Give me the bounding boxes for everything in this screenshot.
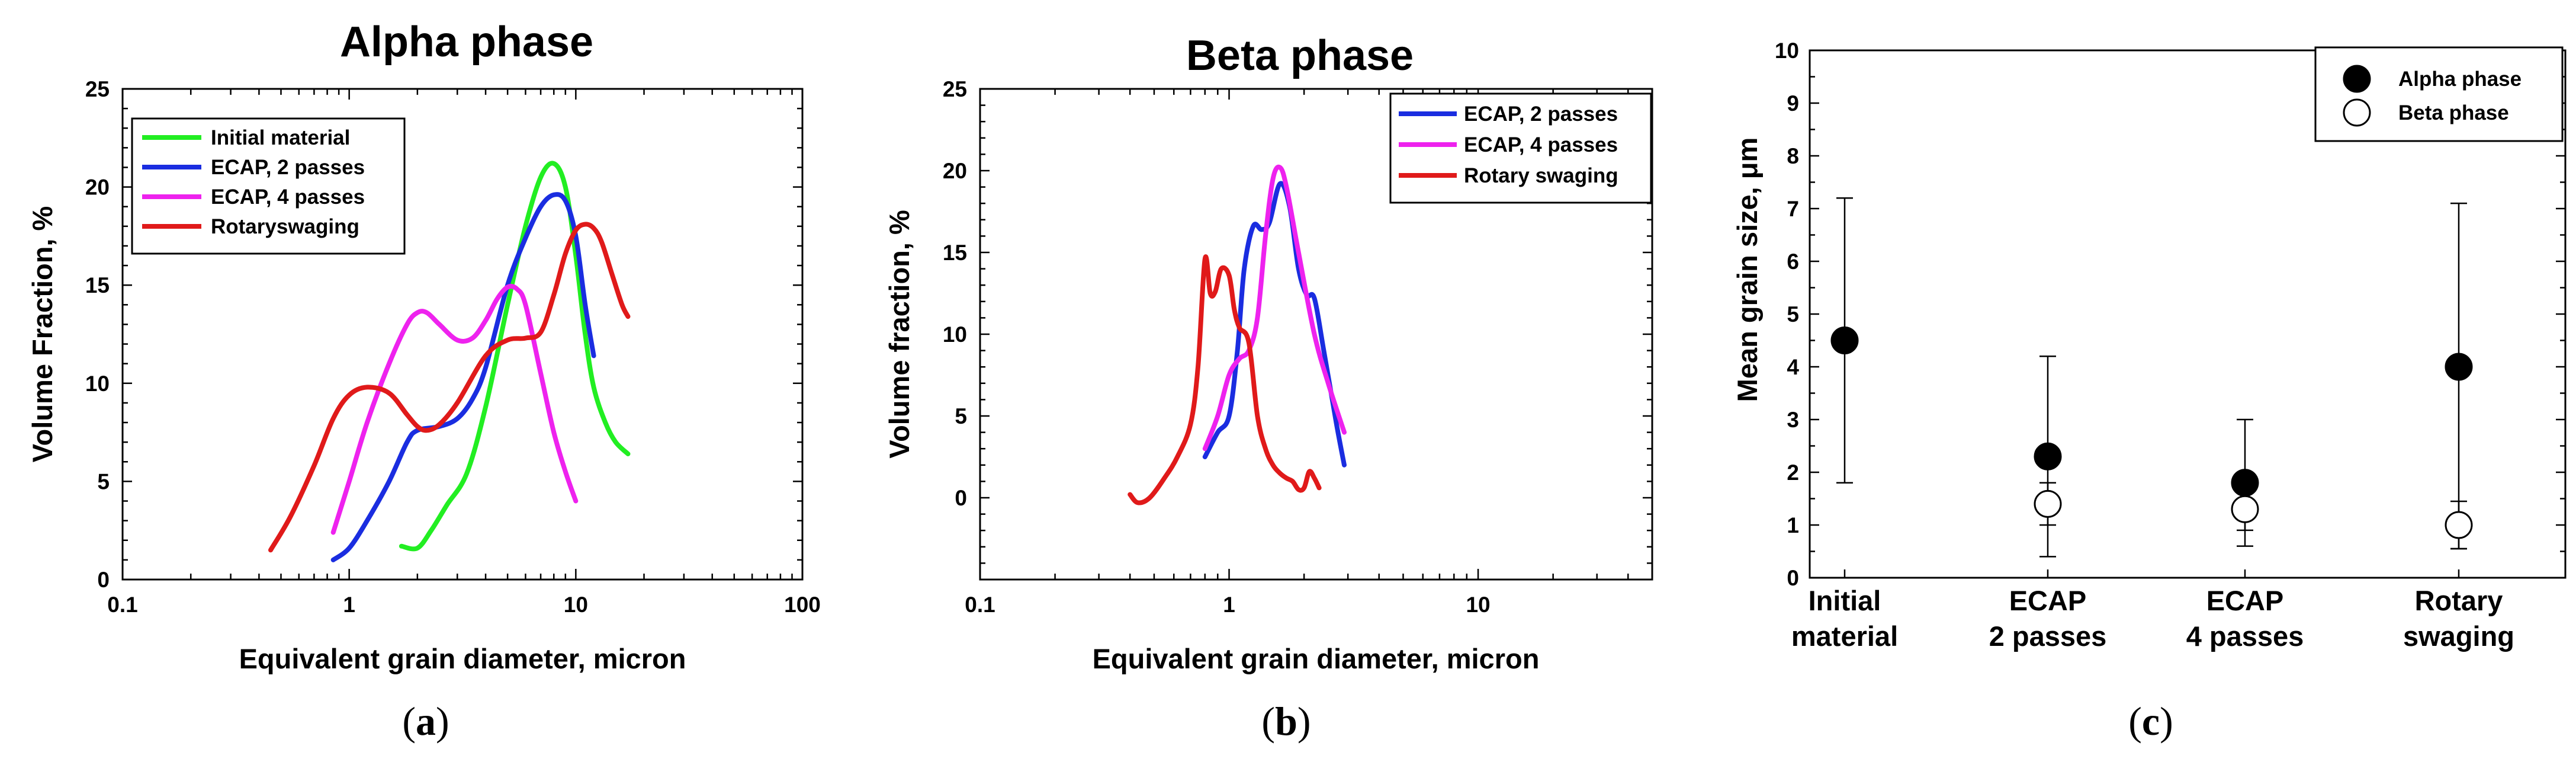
y-tick-label: 1 xyxy=(1787,513,1799,537)
legend-label-ecap-4: ECAP, 4 passes xyxy=(211,185,365,209)
y-tick-label: 9 xyxy=(1787,91,1799,116)
category-label-line1: Rotary xyxy=(2415,585,2503,616)
axis-ticks: 0.1 1 10 0 5 10 15 20 25 xyxy=(943,77,1653,617)
x-tick-label: 1 xyxy=(343,593,355,617)
y-axis-label: Volume fraction, % xyxy=(884,210,915,459)
alpha-phase-marker xyxy=(2445,353,2473,381)
caption-label: b xyxy=(1275,699,1297,744)
legend-marker-alpha xyxy=(2343,65,2371,93)
x-tick-label: 10 xyxy=(564,593,588,617)
alpha-phase-marker xyxy=(2034,442,2062,470)
y-tick-label: 0 xyxy=(1787,566,1799,590)
caption-label: a xyxy=(416,699,436,744)
legend-label-ecap-4: ECAP, 4 passes xyxy=(1464,133,1618,156)
series-line-ecap-2-passes xyxy=(1202,181,1347,468)
chart-title: Beta phase xyxy=(1186,32,1414,79)
caption-a: (a) xyxy=(402,699,449,744)
y-tick-label: 10 xyxy=(943,322,967,347)
y-axis-label: Mean grain size, μm xyxy=(1732,137,1763,402)
y-tick-label: 0 xyxy=(955,486,967,510)
legend-label-ecap-2: ECAP, 2 passes xyxy=(211,156,365,179)
data-markers xyxy=(1830,197,2473,558)
caption-b: (b) xyxy=(1261,699,1311,744)
svg-text:(c): (c) xyxy=(2128,699,2173,744)
y-axis-label: Volume Fraction, % xyxy=(27,206,58,463)
series-lines xyxy=(1128,164,1347,505)
series-line-ecap-4-passes xyxy=(1202,164,1347,452)
panel-b-beta-phase: Beta phase 0.1 1 10 0 5 10 15 20 25 Equivalent g… xyxy=(884,32,1653,674)
y-tick-label: 7 xyxy=(1787,197,1799,221)
legend-label-ecap-2: ECAP, 2 passes xyxy=(1464,103,1618,126)
category-label-line1: Initial xyxy=(1809,585,1881,616)
y-tick-label: 15 xyxy=(85,273,110,297)
y-tick-label: 5 xyxy=(1787,302,1799,327)
y-tick-label: 4 xyxy=(1787,355,1799,379)
legend-box xyxy=(2314,46,2564,142)
beta-phase-marker xyxy=(2231,495,2259,523)
legend-box xyxy=(131,117,406,255)
legend: Initial material ECAP, 2 passes ECAP, 4 … xyxy=(131,117,406,255)
y-tick-label: 8 xyxy=(1787,144,1799,168)
beta-phase-marker xyxy=(2034,489,2062,518)
panel-c-mean-grain-size: 0 1 2 3 4 5 6 7 8 9 10 Initial material ECAP 2 passes… xyxy=(1732,39,2567,652)
y-tick-label: 20 xyxy=(943,159,967,183)
x-tick-label: 0.1 xyxy=(107,593,137,617)
category-label-line2: material xyxy=(1791,620,1898,652)
legend-label-rotaryswaging: Rotaryswaging xyxy=(211,215,359,238)
y-tick-label: 15 xyxy=(943,241,967,265)
y-tick-label: 3 xyxy=(1787,408,1799,432)
category-label-line2: swaging xyxy=(2403,620,2514,652)
category-label-line1: ECAP xyxy=(2206,585,2284,616)
series-lines xyxy=(268,161,631,562)
plot-frame xyxy=(121,88,804,581)
axis-ticks: 0.1 1 10 100 0 5 10 15 20 25 xyxy=(85,77,821,617)
x-tick-label: 0.1 xyxy=(965,593,995,617)
alpha-phase-marker xyxy=(2231,469,2259,497)
svg-text:(a): (a) xyxy=(402,699,449,744)
series-line-rotaryswaging xyxy=(268,222,631,553)
y-tick-label: 5 xyxy=(97,469,110,494)
y-tick-label: 10 xyxy=(85,372,110,396)
series-line-initial-material xyxy=(399,161,631,552)
legend-label-initial-material: Initial material xyxy=(211,126,350,149)
y-tick-label: 6 xyxy=(1787,249,1799,274)
svg-text:(b): (b) xyxy=(1261,699,1311,744)
x-axis-label: Equivalent grain diameter, micron xyxy=(1093,643,1540,674)
legend: Alpha phase Beta phase xyxy=(2314,46,2564,142)
legend-label-rotary-swaging: Rotary swaging xyxy=(1464,164,1618,187)
x-tick-label: 10 xyxy=(1466,593,1490,617)
y-tick-label: 5 xyxy=(955,404,967,428)
category-label-line1: ECAP xyxy=(2009,585,2087,616)
category-labels: Initial material ECAP 2 passes ECAP 4 passes R… xyxy=(1791,585,2514,652)
category-label-line2: 2 passes xyxy=(1989,620,2107,652)
y-tick-label: 2 xyxy=(1787,460,1799,485)
legend-label-alpha: Alpha phase xyxy=(2398,68,2522,91)
series-line-ecap-2-passes xyxy=(330,192,596,562)
y-tick-label: 25 xyxy=(943,77,967,101)
x-tick-label: 100 xyxy=(784,593,821,617)
beta-phase-marker xyxy=(2445,511,2473,539)
axis-ticks: 0 1 2 3 4 5 6 7 8 9 10 xyxy=(1775,39,2565,590)
y-tick-label: 25 xyxy=(85,77,110,101)
alpha-phase-marker xyxy=(1830,327,1859,354)
caption-label: c xyxy=(2142,699,2160,744)
legend-label-beta: Beta phase xyxy=(2398,101,2509,124)
y-tick-label: 20 xyxy=(85,175,110,200)
caption-c: (c) xyxy=(2128,699,2173,744)
x-tick-label: 1 xyxy=(1223,593,1235,617)
y-tick-label: 0 xyxy=(97,568,110,592)
panel-a-alpha-phase: Alpha phase 0.1 1 10 100 0 5 10 15 20 25 Equivale… xyxy=(27,18,821,674)
series-line-rotary-swaging xyxy=(1128,254,1322,505)
y-tick-label: 10 xyxy=(1775,39,1799,63)
category-label-line2: 4 passes xyxy=(2186,620,2304,652)
chart-title: Alpha phase xyxy=(340,18,593,66)
series-line-ecap-4-passes xyxy=(330,284,579,535)
legend: ECAP, 2 passes ECAP, 4 passes Rotary swa… xyxy=(1389,92,1652,204)
x-axis-label: Equivalent grain diameter, micron xyxy=(239,643,686,674)
legend-marker-beta xyxy=(2343,98,2371,127)
